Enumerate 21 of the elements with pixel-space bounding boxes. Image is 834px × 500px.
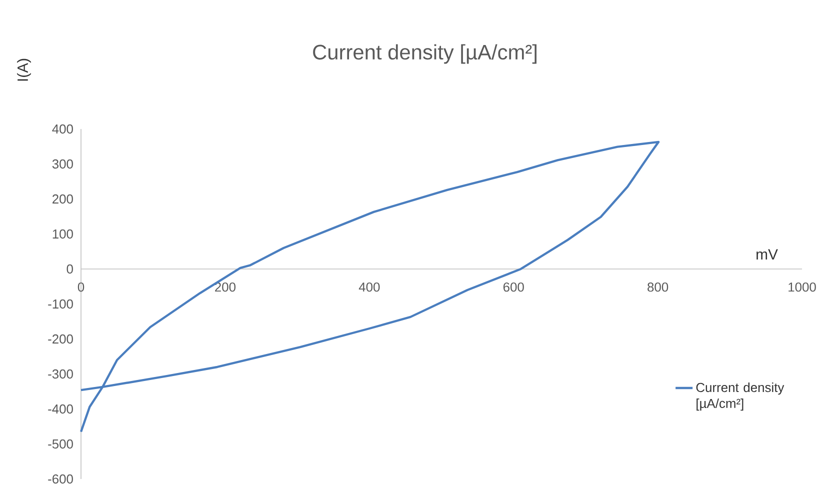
x-tick-label: 0 <box>78 282 84 292</box>
x-tick-label: 600 <box>503 282 524 292</box>
y-tick-label: 400 <box>52 124 73 134</box>
y-tick-label: -100 <box>48 299 73 309</box>
chart-title: Current density [µA/cm²] <box>313 44 536 64</box>
y-tick-label: -400 <box>48 404 73 414</box>
x-axis-title: mV <box>756 249 778 260</box>
y-tick-label: 200 <box>52 194 73 204</box>
x-tick-label: 400 <box>358 282 380 292</box>
y-tick-label: -300 <box>48 369 73 379</box>
x-tick-label: 800 <box>648 282 668 292</box>
y-tick-label: 0 <box>66 264 73 274</box>
y-tick-label: -500 <box>48 439 73 449</box>
y-tick-label: 300 <box>52 159 73 169</box>
y-tick-label: -600 <box>48 474 73 484</box>
legend-label: Current density [µA/cm²] <box>696 382 784 411</box>
y-axis-title: I(A) <box>17 58 31 81</box>
x-tick-label: 1000 <box>788 282 816 292</box>
y-tick-label: 100 <box>52 229 73 239</box>
y-tick-label: -200 <box>48 334 73 344</box>
x-tick-label: 200 <box>215 282 236 292</box>
